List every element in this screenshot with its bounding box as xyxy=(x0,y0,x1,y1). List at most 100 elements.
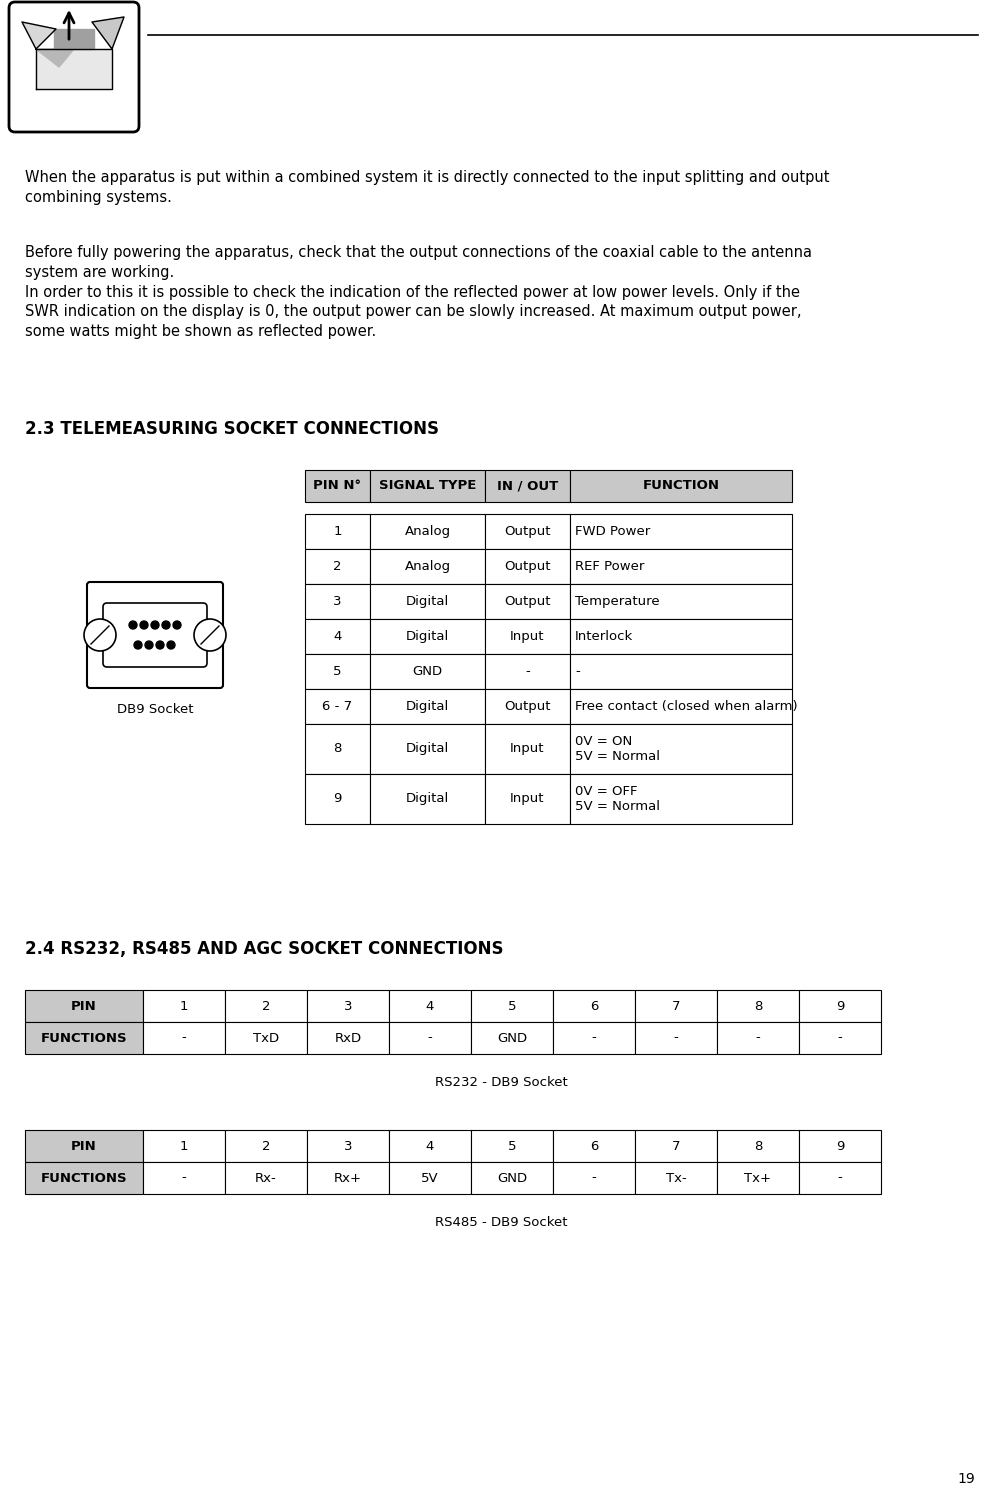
Bar xyxy=(799,990,880,1022)
Bar xyxy=(389,1022,471,1054)
Bar xyxy=(634,1130,716,1162)
Bar xyxy=(569,549,792,584)
Text: Rx+: Rx+ xyxy=(334,1172,362,1185)
Bar xyxy=(370,514,485,549)
Bar xyxy=(569,620,792,654)
Bar xyxy=(307,1162,389,1194)
Circle shape xyxy=(129,621,137,628)
Bar xyxy=(485,470,569,502)
Bar xyxy=(569,724,792,774)
Bar xyxy=(569,584,792,620)
Bar xyxy=(25,990,143,1022)
Bar xyxy=(143,1162,224,1194)
Text: FUNCTION: FUNCTION xyxy=(642,480,718,492)
Circle shape xyxy=(162,621,169,628)
Bar xyxy=(305,724,370,774)
Bar xyxy=(569,514,792,549)
Text: 4: 4 xyxy=(426,999,434,1012)
Text: 8: 8 xyxy=(754,999,762,1012)
Bar xyxy=(370,774,485,824)
Bar xyxy=(485,584,569,620)
Text: 9: 9 xyxy=(333,792,342,806)
Bar xyxy=(552,1130,634,1162)
Polygon shape xyxy=(22,22,56,50)
Text: 4: 4 xyxy=(333,630,342,644)
Text: -: - xyxy=(181,1032,186,1044)
Circle shape xyxy=(140,621,148,628)
Bar xyxy=(485,549,569,584)
Text: 6 - 7: 6 - 7 xyxy=(322,700,353,712)
Bar xyxy=(305,654,370,688)
Bar xyxy=(305,620,370,654)
Circle shape xyxy=(172,621,180,628)
Polygon shape xyxy=(92,16,124,50)
Bar xyxy=(799,1162,880,1194)
Text: Tx+: Tx+ xyxy=(743,1172,771,1185)
Text: Digital: Digital xyxy=(406,630,449,644)
Bar xyxy=(471,1130,552,1162)
Circle shape xyxy=(145,640,153,650)
Text: 2: 2 xyxy=(262,1140,270,1152)
Bar xyxy=(224,1022,307,1054)
Bar xyxy=(552,1162,634,1194)
Text: -: - xyxy=(525,664,529,678)
Text: Temperature: Temperature xyxy=(574,596,659,608)
Polygon shape xyxy=(36,50,74,68)
Bar xyxy=(305,688,370,724)
Text: -: - xyxy=(673,1032,677,1044)
Bar xyxy=(485,688,569,724)
Bar xyxy=(485,774,569,824)
Text: 3: 3 xyxy=(344,999,352,1012)
Text: Analog: Analog xyxy=(404,525,450,538)
Bar xyxy=(370,688,485,724)
Text: 6: 6 xyxy=(589,999,597,1012)
Text: -: - xyxy=(837,1172,842,1185)
Bar xyxy=(370,584,485,620)
Text: 9: 9 xyxy=(835,1140,844,1152)
Bar xyxy=(569,654,792,688)
Text: 5: 5 xyxy=(333,664,342,678)
Text: IN / OUT: IN / OUT xyxy=(496,480,557,492)
Bar xyxy=(307,1022,389,1054)
Text: Output: Output xyxy=(504,596,550,608)
Bar xyxy=(224,990,307,1022)
Bar xyxy=(634,1022,716,1054)
Text: 7: 7 xyxy=(671,1140,679,1152)
Bar xyxy=(370,549,485,584)
Bar xyxy=(634,1162,716,1194)
Bar xyxy=(25,1162,143,1194)
Text: RS485 - DB9 Socket: RS485 - DB9 Socket xyxy=(435,1216,567,1228)
Text: When the apparatus is put within a combined system it is directly connected to t: When the apparatus is put within a combi… xyxy=(25,170,829,206)
Text: FUNCTIONS: FUNCTIONS xyxy=(41,1172,127,1185)
Text: 2.3 TELEMEASURING SOCKET CONNECTIONS: 2.3 TELEMEASURING SOCKET CONNECTIONS xyxy=(25,420,439,438)
Bar xyxy=(389,1130,471,1162)
Text: RxD: RxD xyxy=(334,1032,361,1044)
Circle shape xyxy=(134,640,142,650)
Bar xyxy=(224,1130,307,1162)
Text: 8: 8 xyxy=(333,742,342,756)
Bar xyxy=(389,990,471,1022)
Bar xyxy=(305,549,370,584)
FancyBboxPatch shape xyxy=(9,2,139,132)
Text: 4: 4 xyxy=(426,1140,434,1152)
Circle shape xyxy=(167,640,174,650)
Text: 19: 19 xyxy=(956,1472,974,1486)
Bar xyxy=(569,774,792,824)
Polygon shape xyxy=(54,28,94,50)
Text: Analog: Analog xyxy=(404,560,450,573)
Bar xyxy=(716,1022,799,1054)
Bar xyxy=(485,654,569,688)
Text: PIN: PIN xyxy=(71,1140,97,1152)
Text: Input: Input xyxy=(510,630,544,644)
Bar xyxy=(305,584,370,620)
Bar xyxy=(569,470,792,502)
Bar xyxy=(485,620,569,654)
Text: -: - xyxy=(574,664,579,678)
Bar xyxy=(143,990,224,1022)
Text: Digital: Digital xyxy=(406,700,449,712)
Text: FUNCTIONS: FUNCTIONS xyxy=(41,1032,127,1044)
Text: Free contact (closed when alarm): Free contact (closed when alarm) xyxy=(574,700,797,712)
Bar xyxy=(716,1162,799,1194)
Text: 0V = OFF
5V = Normal: 0V = OFF 5V = Normal xyxy=(574,784,659,813)
FancyBboxPatch shape xyxy=(87,582,222,688)
